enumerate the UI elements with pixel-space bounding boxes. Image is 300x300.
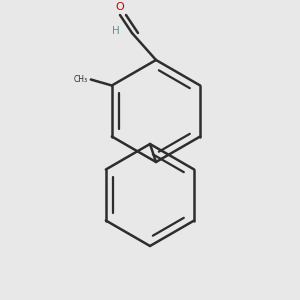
Text: O: O <box>116 2 124 13</box>
Text: H: H <box>112 26 119 37</box>
Text: CH₃: CH₃ <box>73 75 87 84</box>
